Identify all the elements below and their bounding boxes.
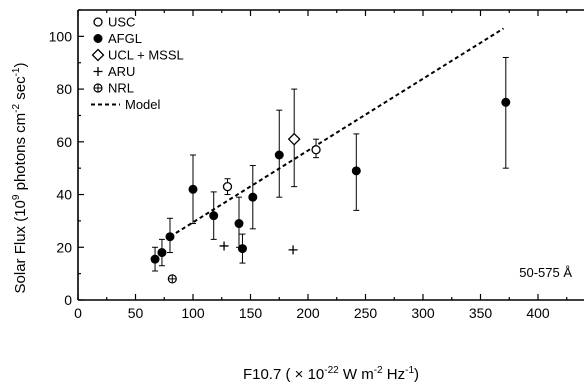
point-afgl: [165, 232, 175, 242]
x-tick-label: 50: [128, 305, 144, 321]
x-axis-ticks: 0 50 100 150 200 250 300 350 400: [74, 10, 568, 321]
legend-label-usc: USC: [108, 15, 135, 30]
point-afgl: [237, 244, 247, 254]
x-tick-label: 100: [181, 305, 205, 321]
y-tick-label: 80: [56, 81, 72, 97]
model-line: [169, 27, 505, 238]
point-ucl-mssl: [287, 132, 301, 146]
legend-marker-ucl-mssl: [91, 48, 105, 62]
x-tick-label: 400: [526, 305, 550, 321]
model-series: [169, 27, 505, 238]
point-afgl: [248, 192, 258, 202]
point-afgl: [209, 211, 219, 221]
y-tick-label: 40: [56, 187, 72, 203]
point-afgl: [157, 248, 167, 258]
y-tick-label: 20: [56, 239, 72, 255]
data-points: [150, 56, 511, 284]
plot-frame: [77, 9, 584, 301]
point-afgl: [274, 150, 284, 160]
point-afgl: [501, 97, 511, 107]
point-aru: [219, 241, 229, 251]
x-tick-label: 300: [411, 305, 435, 321]
point-nrl-cross: [168, 274, 177, 283]
x-tick-label: 150: [239, 305, 263, 321]
y-axis-title: Solar Flux (109 photons cm-2 sec-1): [11, 63, 29, 294]
wavelength-range-annotation: 50-575 Å: [519, 265, 572, 280]
legend-marker-nrl-cross: [94, 84, 102, 92]
point-usc: [222, 181, 233, 192]
point-afgl: [234, 219, 244, 229]
legend-label-ucl-mssl: UCL + MSSL: [108, 48, 184, 63]
legend-marker-aru: [93, 67, 103, 76]
x-tick-label: 200: [296, 305, 320, 321]
y-axis-ticks: 0 20 40 60 80 100: [49, 9, 84, 308]
legend-label-aru: ARU: [108, 64, 135, 79]
y-tick-label: 100: [49, 28, 73, 44]
legend-label-model: Model: [125, 97, 161, 112]
y-tick-label: 0: [64, 292, 72, 308]
point-afgl: [150, 254, 160, 264]
point-afgl: [351, 166, 361, 176]
x-tick-label: 250: [354, 305, 378, 321]
x-tick-label: 0: [74, 305, 82, 321]
legend-marker-afgl: [93, 34, 103, 43]
legend-marker-usc: [93, 17, 103, 27]
legend-label-nrl: NRL: [108, 81, 134, 96]
point-aru: [288, 245, 298, 255]
y-tick-label: 60: [56, 134, 72, 150]
point-afgl: [188, 184, 198, 194]
legend-label-afgl: AFGL: [108, 31, 142, 46]
x-tick-label: 350: [469, 305, 493, 321]
point-usc: [311, 145, 321, 155]
x-axis-title: F10.7 ( × 10-22 W m-2 Hz-1): [243, 365, 419, 383]
